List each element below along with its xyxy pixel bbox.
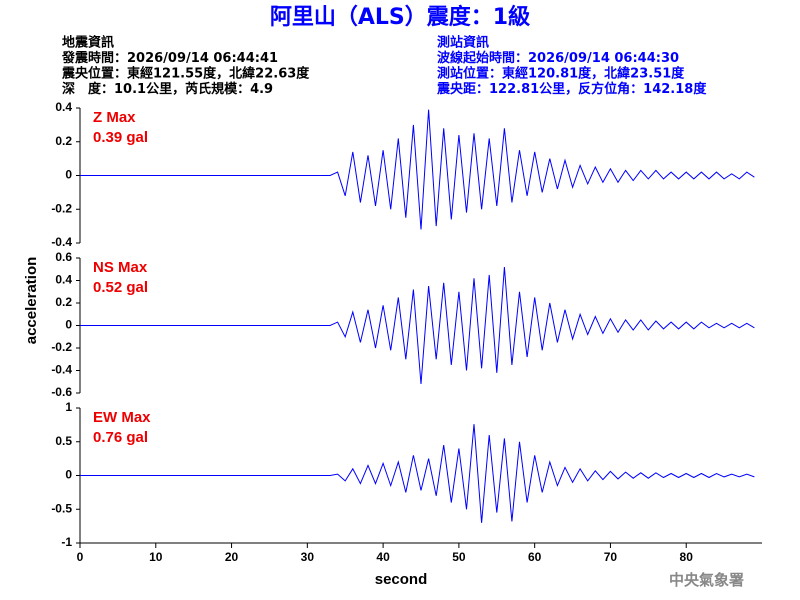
x-axis-label: second bbox=[375, 571, 428, 588]
annotation: Z Max bbox=[93, 109, 136, 126]
y-tick-label: -0.4 bbox=[51, 363, 72, 377]
annotation: 0.39 gal bbox=[93, 129, 148, 146]
y-tick-label: 0.2 bbox=[55, 295, 72, 309]
info-line: 波線起始時間：2026/09/14 06:44:30 bbox=[437, 50, 679, 66]
info-line: 測站資訊 bbox=[437, 35, 489, 51]
y-axis-label: acceleration bbox=[23, 257, 40, 345]
y-tick-label: 0.2 bbox=[55, 134, 72, 148]
y-tick-label: -0.6 bbox=[51, 385, 72, 399]
x-tick-label: 70 bbox=[604, 550, 618, 564]
x-tick-label: 30 bbox=[301, 550, 315, 564]
trace bbox=[80, 109, 755, 230]
y-tick-label: 0 bbox=[65, 318, 72, 332]
info-line: 深 度：10.1公里，芮氏規模：4.9 bbox=[62, 81, 273, 97]
annotation: EW Max bbox=[93, 409, 151, 426]
footer: 中央氣象署 bbox=[669, 571, 744, 589]
y-tick-label: -0.2 bbox=[51, 340, 72, 354]
annotation: NS Max bbox=[93, 259, 148, 276]
info-line: 發震時間：2026/09/14 06:44:41 bbox=[61, 50, 278, 66]
annotation: 0.76 gal bbox=[93, 429, 148, 446]
x-tick-label: 10 bbox=[149, 550, 163, 564]
info-line: 地震資訊 bbox=[62, 35, 114, 51]
y-tick-label: 0 bbox=[65, 468, 72, 482]
y-tick-label: -0.4 bbox=[51, 235, 72, 249]
y-tick-label: 0.4 bbox=[55, 100, 72, 114]
y-tick-label: 0.4 bbox=[55, 273, 72, 287]
y-tick-label: -1 bbox=[61, 535, 72, 549]
annotation: 0.52 gal bbox=[93, 279, 148, 296]
y-tick-label: 0.5 bbox=[55, 434, 72, 448]
x-tick-label: 20 bbox=[225, 550, 239, 564]
info-line: 測站位置：東經120.81度，北緯23.51度 bbox=[437, 66, 685, 82]
y-tick-label: 0.6 bbox=[55, 250, 72, 264]
x-tick-label: 80 bbox=[680, 550, 694, 564]
trace bbox=[80, 424, 755, 523]
title: 阿里山（ALS）震度：1級 bbox=[270, 4, 530, 30]
y-tick-label: 0 bbox=[65, 168, 72, 182]
y-tick-label: 1 bbox=[65, 400, 72, 414]
info-line: 震央距：122.81公里，反方位角：142.18度 bbox=[436, 81, 707, 97]
x-tick-label: 50 bbox=[452, 550, 466, 564]
x-tick-label: 0 bbox=[77, 550, 84, 564]
x-tick-label: 40 bbox=[376, 550, 390, 564]
info-line: 震央位置：東經121.55度，北緯22.63度 bbox=[61, 66, 310, 82]
y-tick-label: -0.2 bbox=[51, 201, 72, 215]
trace bbox=[80, 266, 755, 385]
y-tick-label: -0.5 bbox=[51, 501, 72, 515]
x-tick-label: 60 bbox=[528, 550, 542, 564]
